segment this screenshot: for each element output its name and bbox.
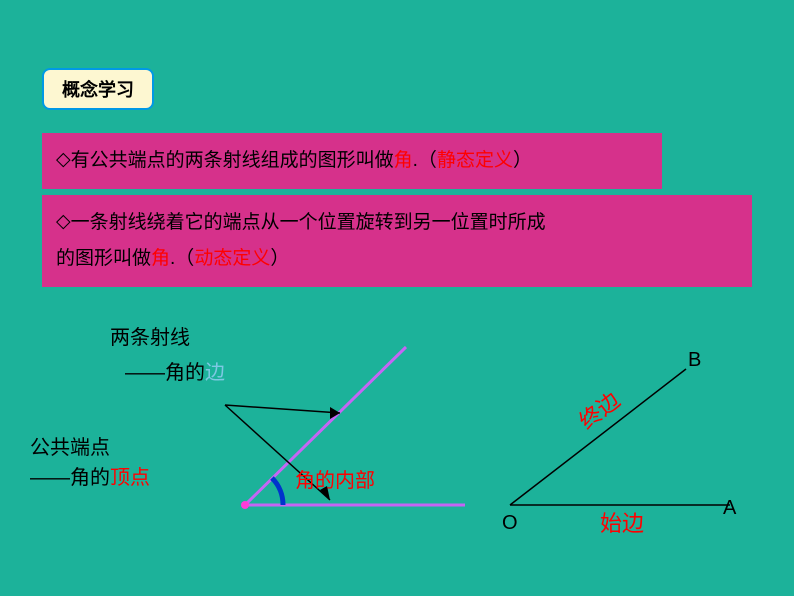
- definition-dynamic: ◇一条射线绕着它的端点从一个位置旋转到另一位置时所成 的图形叫做角.（动态定义）: [42, 195, 752, 287]
- point-B: B: [688, 347, 701, 373]
- common-endpoint-label: 公共端点: [30, 435, 110, 461]
- def1-dot: .（: [413, 150, 437, 171]
- section-title: 概念学习: [42, 68, 154, 110]
- vertex-word: 顶点: [110, 467, 150, 489]
- def2-line1: 一条射线绕着它的端点从一个位置旋转到另一位置时所成: [71, 212, 546, 233]
- def2-close: ）: [270, 248, 289, 269]
- vertex-prefix: ——角的: [30, 467, 110, 489]
- edge-prefix: 角的: [165, 362, 205, 384]
- edge-word: 边: [205, 362, 225, 384]
- initial-side-label: 始边: [600, 510, 644, 539]
- def2-dot: .（: [170, 248, 194, 269]
- vertex-label: ——角的顶点: [30, 465, 150, 491]
- definition-static: ◇有公共端点的两条射线组成的图形叫做角.（静态定义）: [42, 133, 662, 189]
- interior-label: 角的内部: [295, 468, 375, 494]
- angle-diagram: 两条射线 ——角的边 公共端点 ——角的顶点 角的内部 O A B 终边 始边: [0, 305, 794, 585]
- def2-line2: 的图形叫做: [56, 248, 151, 269]
- two-rays-label: 两条射线: [110, 325, 190, 351]
- def1-prefix: 有公共端点的两条射线组成的图形叫做: [71, 150, 394, 171]
- def1-close: ）: [513, 150, 532, 171]
- edge-label: ——角的边: [125, 360, 225, 386]
- diamond-icon: ◇: [56, 204, 71, 240]
- def1-type: 静态定义: [437, 150, 513, 171]
- point-A: A: [723, 495, 736, 521]
- def2-type: 动态定义: [194, 248, 270, 269]
- diamond-icon: ◇: [56, 142, 71, 178]
- def1-term: 角: [394, 150, 413, 171]
- dash: ——: [125, 362, 165, 384]
- point-O: O: [502, 510, 518, 536]
- def2-term: 角: [151, 248, 170, 269]
